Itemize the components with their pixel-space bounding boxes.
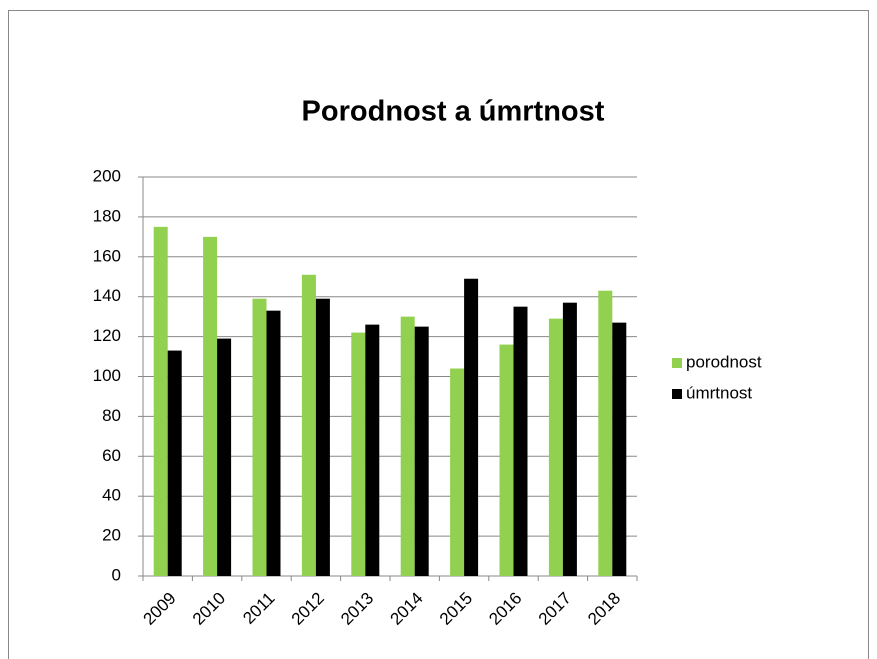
- bar: [153, 226, 168, 576]
- bar: [167, 350, 182, 576]
- bar: [266, 310, 281, 576]
- bar: [252, 298, 267, 576]
- y-tick-label: 120: [93, 326, 121, 345]
- bar: [351, 332, 366, 576]
- bar: [464, 278, 479, 576]
- bar: [548, 318, 563, 576]
- bar: [217, 338, 232, 576]
- bar: [414, 326, 429, 576]
- legend-swatch: [672, 389, 682, 399]
- y-tick-label: 60: [102, 446, 121, 465]
- y-tick-label: 80: [102, 406, 121, 425]
- y-tick-label: 40: [102, 486, 121, 505]
- y-tick-label: 180: [93, 206, 121, 225]
- bar: [203, 236, 218, 576]
- chart-title: Porodnost a úmrtnost: [302, 96, 605, 128]
- bar: [400, 316, 415, 576]
- y-tick-label: 160: [93, 246, 121, 265]
- bar: [598, 290, 613, 576]
- bar: [450, 368, 465, 576]
- y-tick-label: 0: [112, 565, 121, 584]
- y-tick-label: 200: [93, 166, 121, 185]
- bar: [365, 324, 380, 576]
- chart-frame: [8, 10, 869, 659]
- y-tick-label: 100: [93, 366, 121, 385]
- bar: [499, 344, 514, 576]
- legend-swatch: [672, 358, 682, 368]
- legend-label: porodnost: [686, 352, 762, 371]
- legend-label: úmrtnost: [686, 383, 752, 402]
- bar: [562, 302, 577, 576]
- bar: [612, 322, 627, 576]
- bar: [301, 274, 316, 576]
- y-tick-label: 140: [93, 286, 121, 305]
- y-tick-label: 20: [102, 526, 121, 545]
- bar: [513, 306, 528, 576]
- bar: [315, 298, 330, 576]
